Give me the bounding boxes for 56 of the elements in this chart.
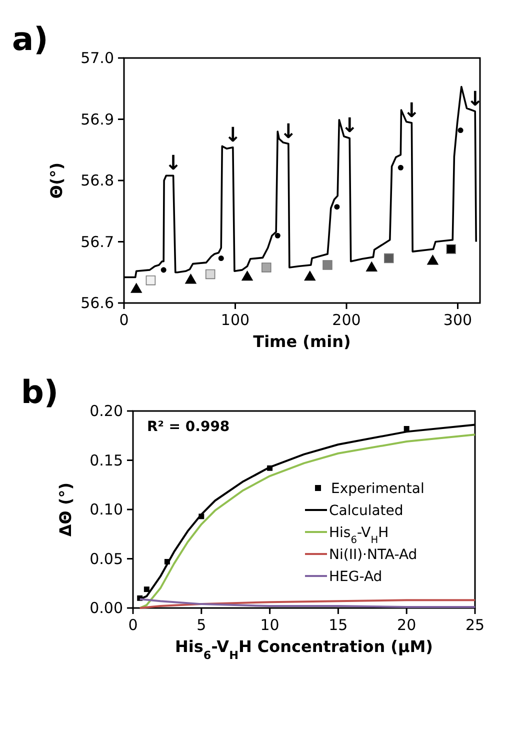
- chart-title: b): [21, 373, 59, 411]
- point: [426, 254, 439, 265]
- point: [184, 274, 197, 284]
- y-axis-title: ΔΘ (°): [56, 482, 75, 537]
- legend-label: Calculated: [329, 503, 404, 519]
- legend-label: Experimental: [331, 481, 424, 497]
- x-tick-label: 15: [328, 616, 348, 634]
- y-tick-label: 0.20: [90, 402, 123, 420]
- point: [384, 253, 394, 264]
- annotation: ↓: [341, 113, 358, 138]
- point: [146, 275, 156, 286]
- x-tick-label: 20: [397, 616, 416, 634]
- annotation: R² = 0.998: [147, 419, 230, 435]
- point: [205, 269, 216, 280]
- x-axis-title: Time (min): [253, 332, 351, 351]
- point: [130, 282, 142, 293]
- annotation: ↓: [164, 150, 182, 175]
- annotation: ↓: [224, 122, 242, 146]
- y-tick-label: 57.0: [80, 49, 114, 67]
- x-tick-label: 0: [128, 616, 138, 634]
- y-tick-label: 56.8: [80, 172, 114, 190]
- y-tick-label: 0.10: [90, 500, 123, 518]
- point: [304, 270, 316, 281]
- point: [160, 267, 166, 273]
- point: [334, 204, 340, 210]
- x-tick-label: 100: [220, 311, 250, 329]
- y-tick-label: 56.6: [80, 294, 114, 312]
- annotation: ↓: [466, 86, 484, 110]
- point: [262, 262, 272, 272]
- x-axis-title: His$_{6}$-V$_{H}$H Concentration (µM): [175, 637, 433, 662]
- annotation: ↓: [280, 118, 297, 143]
- point: [241, 270, 254, 281]
- y-tick-label: 56.9: [80, 110, 114, 128]
- y-tick-label: 56.7: [80, 232, 114, 251]
- legend-label: HEG-Ad: [329, 569, 382, 585]
- x-tick-label: 10: [260, 616, 280, 634]
- point: [144, 586, 150, 592]
- point: [218, 256, 224, 262]
- legend-label: Ni(II)·NTA-Ad: [329, 547, 418, 563]
- point: [398, 164, 404, 170]
- x-tick-label: 25: [465, 616, 485, 634]
- x-tick-label: 5: [196, 616, 206, 634]
- chart-title: a): [12, 20, 48, 58]
- x-tick-label: 200: [332, 311, 361, 329]
- point: [274, 232, 280, 238]
- annotation: ↓: [403, 98, 420, 122]
- y-axis-title: Θ(°): [47, 162, 66, 199]
- x-tick-label: 0: [119, 311, 129, 329]
- point: [366, 261, 378, 272]
- point: [322, 260, 332, 270]
- legend-label: His$_{6}$-V$_{H}$H: [329, 525, 389, 546]
- y-tick-label: 0.15: [90, 451, 123, 470]
- point: [458, 128, 464, 134]
- y-tick-label: 0.00: [90, 599, 123, 617]
- x-tick-label: 300: [443, 311, 472, 329]
- y-tick-label: 0.05: [90, 550, 123, 568]
